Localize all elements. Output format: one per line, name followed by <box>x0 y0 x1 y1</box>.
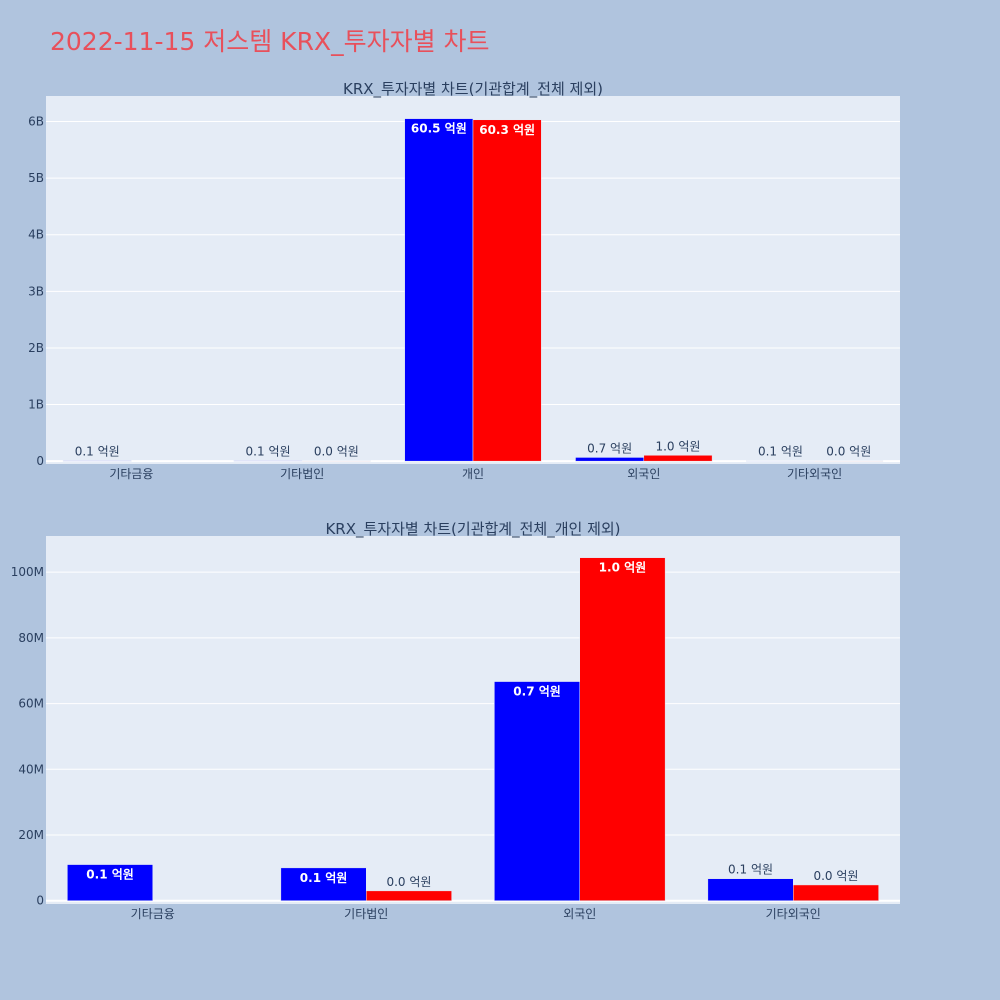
chart-title: KRX_투자자별 차트(기관합계_전체_개인 제외) <box>325 520 620 539</box>
x-tick-label: 기타외국인 <box>787 467 842 481</box>
data-label: 0.0 억원 <box>386 875 431 889</box>
bar <box>366 890 452 901</box>
bar <box>404 118 474 462</box>
data-label: 0.1 억원 <box>728 863 773 877</box>
x-tick-label: 개인 <box>462 467 484 481</box>
page-title: 2022-11-15 저스템 KRX_투자자별 차트 <box>50 27 490 56</box>
y-tick-label: 2B <box>28 341 44 355</box>
x-tick-label: 외국인 <box>627 467 660 481</box>
bar <box>579 557 666 901</box>
data-label: 0.0 억원 <box>826 445 871 459</box>
y-tick-label: 4B <box>28 228 44 242</box>
x-tick-label: 기타외국인 <box>766 907 821 921</box>
bar <box>301 460 371 462</box>
bar <box>814 460 884 462</box>
data-label: 0.0 억원 <box>813 869 858 883</box>
chart-title: KRX_투자자별 차트(기관합계_전체 제외) <box>343 80 603 99</box>
bar <box>472 119 542 462</box>
x-tick-label: 기타법인 <box>280 467 324 481</box>
y-tick-label: 0 <box>36 454 44 468</box>
data-label: 0.1 억원 <box>75 445 120 459</box>
y-tick-label: 80M <box>18 631 44 645</box>
bar <box>494 681 581 901</box>
data-label: 0.1 억원 <box>86 868 134 882</box>
y-tick-label: 6B <box>28 114 44 128</box>
plot-area <box>46 536 900 904</box>
bar <box>62 460 132 462</box>
y-tick-label: 1B <box>28 398 44 412</box>
bar <box>643 455 713 462</box>
bar <box>793 884 879 901</box>
bar <box>280 867 367 901</box>
data-label: 0.7 억원 <box>513 685 561 699</box>
y-tick-label: 5B <box>28 171 44 185</box>
bar <box>67 864 153 901</box>
data-label: 0.1 억원 <box>246 445 291 459</box>
y-tick-label: 40M <box>18 762 44 776</box>
y-tick-label: 0 <box>36 894 44 908</box>
data-label: 60.5 억원 <box>411 122 467 136</box>
x-tick-label: 기타금융 <box>109 467 153 481</box>
bar <box>707 878 794 901</box>
data-label: 0.1 억원 <box>758 445 803 459</box>
data-label: 1.0 억원 <box>655 439 700 453</box>
x-tick-label: 기타법인 <box>344 907 388 921</box>
data-label: 60.3 억원 <box>479 123 535 137</box>
y-tick-label: 100M <box>11 565 44 579</box>
x-tick-label: 외국인 <box>563 907 596 921</box>
y-tick-label: 3B <box>28 284 44 298</box>
data-label: 0.0 억원 <box>314 445 359 459</box>
y-tick-label: 60M <box>18 697 44 711</box>
data-label: 1.0 억원 <box>599 561 647 575</box>
data-label: 0.1 억원 <box>300 871 348 885</box>
x-tick-label: 기타금융 <box>131 907 175 921</box>
data-label: 0.7 억원 <box>587 441 632 455</box>
y-tick-label: 20M <box>18 828 44 842</box>
